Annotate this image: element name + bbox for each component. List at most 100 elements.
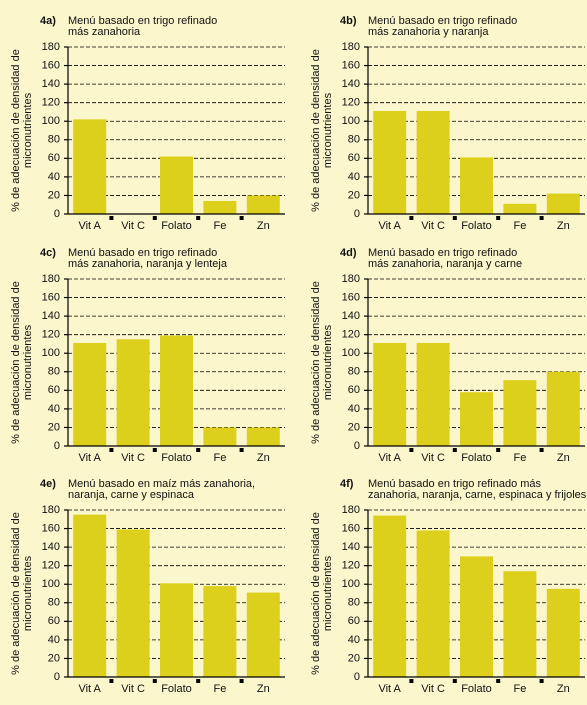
y-tick-label: 100 xyxy=(342,578,360,590)
bar xyxy=(460,157,493,214)
x-tick xyxy=(539,679,544,683)
chart-title: Menú basado en trigo refinado xyxy=(368,15,517,27)
x-tick xyxy=(239,679,244,683)
x-tick-label: Fe xyxy=(513,452,526,464)
chart-title: zanahoria, naranja, carne, espinaca y fr… xyxy=(368,489,587,501)
chart-title: Menú basado en trigo refinado más xyxy=(368,478,542,490)
chart-title: más zanahoria, naranja y lenteja xyxy=(68,258,228,270)
y-tick-label: 100 xyxy=(42,115,60,127)
x-tick xyxy=(452,679,457,683)
bar xyxy=(116,339,150,446)
panel-label: 4d) xyxy=(340,247,357,259)
y-tick-label: 40 xyxy=(348,171,360,183)
x-tick-label: Folato xyxy=(461,683,492,695)
y-tick-label: 120 xyxy=(42,97,60,109)
bar xyxy=(203,586,237,677)
x-tick-label: Vit C xyxy=(421,220,445,232)
chart-title: Menú basado en trigo refinado xyxy=(68,247,217,259)
panel-label: 4f) xyxy=(340,478,354,490)
y-tick-label: 140 xyxy=(42,541,60,553)
bar xyxy=(160,583,193,677)
panel-label: 4b) xyxy=(340,15,357,27)
chart-title: naranja, carne y espinaca xyxy=(68,489,195,501)
y-tick-label: 80 xyxy=(348,366,360,378)
bar xyxy=(246,195,280,214)
x-tick-label: Vit A xyxy=(78,452,101,464)
x-tick xyxy=(539,448,544,452)
y-axis-label: micronutrientes xyxy=(22,555,34,631)
y-axis-label: % de adecuación de densidad de xyxy=(10,512,22,675)
y-tick-label: 140 xyxy=(42,310,60,322)
bar xyxy=(546,371,580,446)
y-tick-label: 0 xyxy=(354,671,360,683)
x-tick-label: Vit C xyxy=(121,452,145,464)
x-tick xyxy=(152,679,157,683)
x-tick-label: Zn xyxy=(257,220,270,232)
x-tick xyxy=(239,448,244,452)
y-tick-label: 60 xyxy=(48,615,60,627)
x-tick-label: Folato xyxy=(461,452,492,464)
y-tick-label: 0 xyxy=(54,208,60,220)
y-tick-label: 80 xyxy=(48,597,60,609)
y-tick-label: 0 xyxy=(54,671,60,683)
y-tick-label: 100 xyxy=(342,347,360,359)
y-tick-label: 140 xyxy=(342,310,360,322)
chart-title: Menú basado en trigo refinado xyxy=(68,15,217,27)
x-tick-label: Vit C xyxy=(121,220,145,232)
bar xyxy=(416,111,450,214)
y-tick-label: 180 xyxy=(342,273,360,285)
y-tick-label: 60 xyxy=(348,384,360,396)
bar xyxy=(73,343,107,446)
y-tick-label: 160 xyxy=(42,291,60,303)
x-tick-label: Fe xyxy=(213,220,226,232)
bar xyxy=(503,203,537,214)
y-tick-label: 20 xyxy=(48,421,60,433)
x-tick xyxy=(409,216,414,220)
y-tick-label: 0 xyxy=(354,208,360,220)
y-tick-label: 40 xyxy=(348,403,360,415)
x-tick-label: Zn xyxy=(557,220,570,232)
bar xyxy=(373,343,407,446)
y-axis-label: % de adecuación de densidad de xyxy=(10,49,22,212)
x-tick-label: Vit C xyxy=(121,683,145,695)
x-tick-label: Vit C xyxy=(421,683,445,695)
x-tick xyxy=(152,448,157,452)
bar xyxy=(416,343,450,446)
x-tick-label: Zn xyxy=(257,452,270,464)
y-tick-label: 160 xyxy=(42,522,60,534)
chart-title: Menú basado en maíz más zanahoria, xyxy=(68,478,255,490)
y-tick-label: 120 xyxy=(42,560,60,572)
y-axis-label: % de adecuación de densidad de xyxy=(310,512,322,675)
x-tick xyxy=(496,679,501,683)
x-tick xyxy=(196,448,201,452)
x-tick xyxy=(452,216,457,220)
x-tick xyxy=(496,216,501,220)
bar xyxy=(246,592,280,677)
y-axis-label: % de adecuación de densidad de xyxy=(10,281,22,444)
x-tick xyxy=(239,216,244,220)
panel-label: 4e) xyxy=(40,478,56,490)
x-tick xyxy=(152,216,157,220)
bar xyxy=(373,515,407,677)
chart-title: Menú basado en trigo refinado xyxy=(368,247,517,259)
bar xyxy=(546,588,580,677)
bar xyxy=(116,529,150,677)
x-tick-label: Vit A xyxy=(378,220,401,232)
y-tick-label: 180 xyxy=(42,504,60,516)
x-tick-label: Fe xyxy=(213,452,226,464)
x-tick-label: Vit A xyxy=(378,683,401,695)
bar xyxy=(460,556,493,677)
y-tick-label: 180 xyxy=(42,273,60,285)
y-tick-label: 160 xyxy=(342,59,360,71)
x-tick-label: Fe xyxy=(213,683,226,695)
y-tick-label: 120 xyxy=(342,560,360,572)
y-tick-label: 40 xyxy=(348,634,360,646)
y-tick-label: 120 xyxy=(342,97,360,109)
bar xyxy=(416,530,450,677)
x-tick-label: Folato xyxy=(461,220,492,232)
y-tick-label: 80 xyxy=(48,366,60,378)
x-tick-label: Folato xyxy=(161,452,192,464)
y-tick-label: 60 xyxy=(48,384,60,396)
